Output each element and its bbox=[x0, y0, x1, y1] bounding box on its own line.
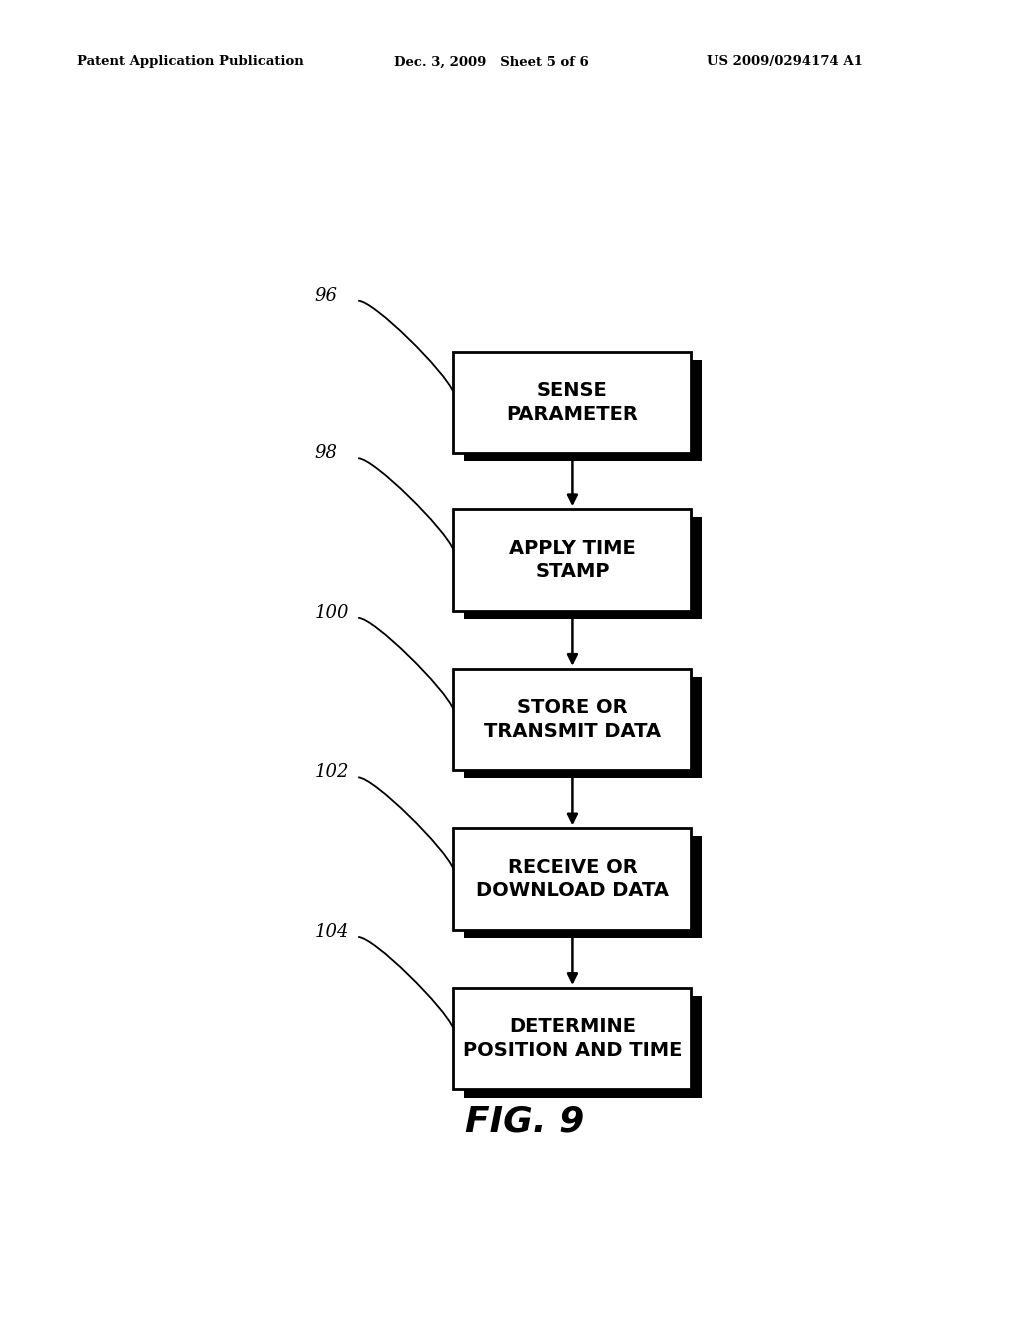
Text: US 2009/0294174 A1: US 2009/0294174 A1 bbox=[707, 55, 862, 69]
Bar bbox=[454, 987, 691, 1089]
Bar bbox=[464, 517, 701, 619]
Text: Dec. 3, 2009   Sheet 5 of 6: Dec. 3, 2009 Sheet 5 of 6 bbox=[394, 55, 589, 69]
Text: RECEIVE OR
DOWNLOAD DATA: RECEIVE OR DOWNLOAD DATA bbox=[476, 858, 669, 900]
Text: 98: 98 bbox=[314, 444, 338, 462]
Text: FIG. 9: FIG. 9 bbox=[465, 1105, 585, 1139]
Bar bbox=[454, 351, 691, 453]
Bar bbox=[464, 677, 701, 779]
Text: STORE OR
TRANSMIT DATA: STORE OR TRANSMIT DATA bbox=[484, 698, 660, 741]
Text: Patent Application Publication: Patent Application Publication bbox=[77, 55, 303, 69]
Text: 96: 96 bbox=[314, 286, 338, 305]
Text: APPLY TIME
STAMP: APPLY TIME STAMP bbox=[509, 539, 636, 581]
Text: 104: 104 bbox=[314, 923, 349, 941]
Text: 102: 102 bbox=[314, 763, 349, 781]
Text: SENSE
PARAMETER: SENSE PARAMETER bbox=[507, 381, 638, 424]
Bar bbox=[454, 510, 691, 611]
Bar bbox=[464, 995, 701, 1097]
Text: 100: 100 bbox=[314, 603, 349, 622]
Bar bbox=[464, 359, 701, 461]
Bar bbox=[464, 837, 701, 939]
Bar bbox=[454, 828, 691, 929]
Text: DETERMINE
POSITION AND TIME: DETERMINE POSITION AND TIME bbox=[463, 1018, 682, 1060]
Bar bbox=[454, 669, 691, 771]
